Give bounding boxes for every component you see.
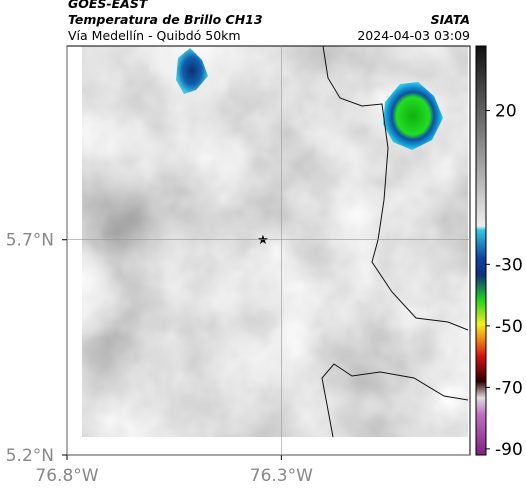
source: SIATA (431, 12, 470, 27)
city-marker: ★ (257, 233, 269, 248)
route: Vía Medellín - Quibdó 50km (68, 28, 241, 43)
x-tick-label: 76.8°W (35, 466, 98, 486)
storm-cell (383, 82, 443, 150)
subtitle: Temperatura de Brillo CH13 (68, 12, 263, 27)
border (322, 45, 469, 331)
border (321, 363, 469, 438)
colorbar-tick-label: 20 (495, 102, 517, 122)
colorbar-tick-label: -70 (495, 378, 523, 398)
timestamp: 2024-04-03 03:09 (357, 28, 470, 43)
title: GOES-EAST (68, 0, 149, 11)
y-tick-label: 5.7°N (6, 231, 54, 251)
y-tick-label: 5.2°N (6, 446, 54, 466)
colorbar-tick-label: -30 (495, 255, 523, 275)
storm-cell (176, 48, 208, 94)
x-tick-label: 76.3°W (250, 466, 313, 486)
colorbar-tick-label: -50 (495, 317, 523, 337)
map: ★ (66, 37, 471, 456)
colorbar (475, 45, 487, 456)
colorbar-tick-label: -90 (495, 440, 523, 460)
